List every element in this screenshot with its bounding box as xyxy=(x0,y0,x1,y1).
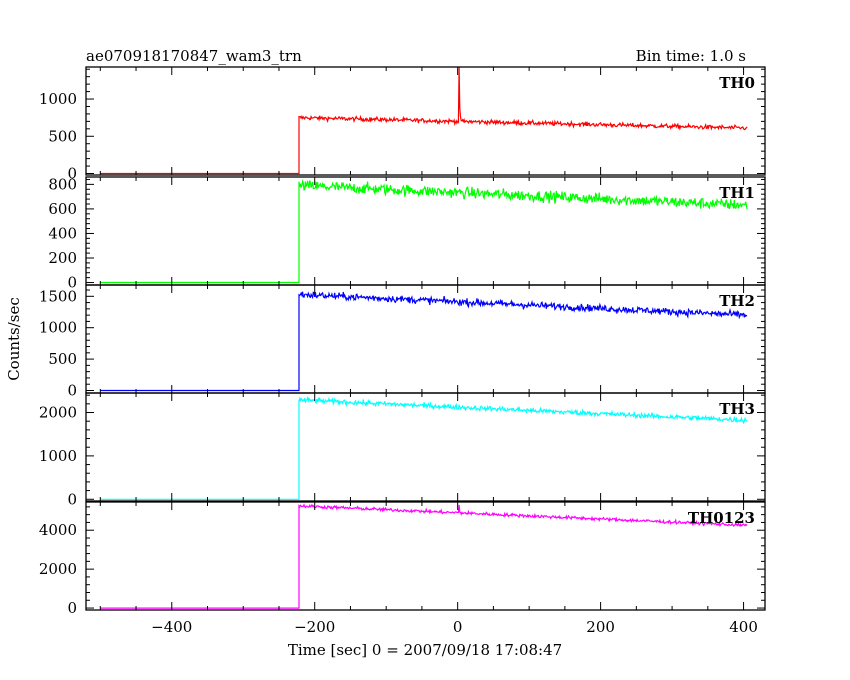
panel-frame xyxy=(85,176,766,286)
bin-time-label: Bin time: 1.0 s xyxy=(636,47,746,65)
x-tick-label: −200 xyxy=(294,618,335,636)
series-line-th3 xyxy=(100,395,748,500)
x-tick-label: −400 xyxy=(151,618,192,636)
x-tick-label: 0 xyxy=(453,618,463,636)
series-label-th0123: TH0123 xyxy=(688,509,755,527)
panels-group: 0 500 1000 TH0 0 200 400 600 800 TH1 0 500 1000 1500 T… xyxy=(39,66,766,617)
panel-th3: 0 1000 2000 TH3 xyxy=(39,392,766,508)
y-tick-label: 0 xyxy=(67,599,77,617)
y-tick-label: 500 xyxy=(48,350,77,368)
y-tick-label: 0 xyxy=(67,381,77,399)
panel-th0123: 0 2000 4000 TH0123 xyxy=(39,501,766,617)
y-axis-label: Counts/sec xyxy=(5,297,23,381)
y-tick-label: 1000 xyxy=(39,90,77,108)
y-tick-label: 200 xyxy=(48,249,77,267)
y-tick-label: 1000 xyxy=(39,447,77,465)
series-label-th1: TH1 xyxy=(719,184,755,202)
y-tick-label: 400 xyxy=(48,224,77,242)
panel-frame xyxy=(85,501,766,611)
y-tick-label: 2000 xyxy=(39,560,77,578)
x-tick-label: 400 xyxy=(729,618,758,636)
x-tick-labels: −400 −200 0 200 400 xyxy=(151,618,758,636)
y-tick-label: 800 xyxy=(48,175,77,193)
chart-title: ae070918170847_wam3_trn xyxy=(86,47,302,65)
panel-th0: 0 500 1000 TH0 xyxy=(39,66,766,183)
panel-frame xyxy=(85,284,766,394)
y-tick-label: 1500 xyxy=(39,287,77,305)
y-tick-label: 600 xyxy=(48,200,77,218)
series-line-th0123 xyxy=(100,503,748,609)
y-tick-label: 500 xyxy=(48,127,77,145)
panel-th1: 0 200 400 600 800 TH1 xyxy=(48,175,766,292)
series-line-th1 xyxy=(100,179,748,284)
series-line-th2 xyxy=(100,291,748,392)
y-tick-label: 0 xyxy=(67,490,77,508)
series-label-th0: TH0 xyxy=(719,74,755,92)
y-tick-label: 2000 xyxy=(39,404,77,422)
series-label-th2: TH2 xyxy=(719,292,755,310)
panel-frame xyxy=(85,392,766,502)
y-tick-label: 0 xyxy=(67,274,77,292)
series-label-th3: TH3 xyxy=(719,400,755,418)
series-line-th0 xyxy=(100,67,748,175)
y-tick-label: 4000 xyxy=(39,521,77,539)
panel-th2: 0 500 1000 1500 TH2 xyxy=(39,284,766,399)
y-tick-label: 1000 xyxy=(39,319,77,337)
x-axis-label: Time [sec] 0 = 2007/09/18 17:08:47 xyxy=(288,641,562,659)
x-tick-label: 200 xyxy=(586,618,615,636)
y-tick-label: 0 xyxy=(67,165,77,183)
